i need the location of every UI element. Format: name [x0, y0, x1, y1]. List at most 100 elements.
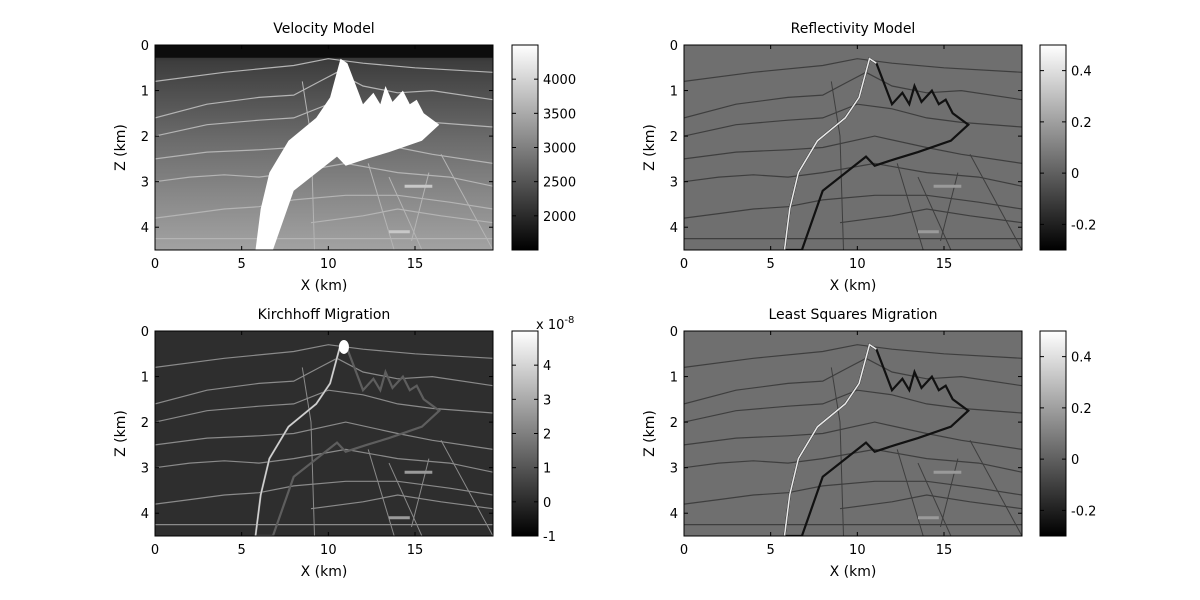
colorbar: -1 0 1 2 3 4 x 10-8 [511, 315, 574, 545]
fault-line [917, 462, 952, 536]
horizon-line [155, 421, 493, 450]
fault-line [388, 176, 423, 250]
axes-frame [154, 44, 494, 251]
horizon-line [684, 58, 1022, 82]
colorbar-tick-label: 0 [543, 496, 551, 511]
colorbar: -0.2 0 0.2 0.4 [1039, 330, 1096, 537]
fault-line [969, 440, 1022, 536]
horizon-line [310, 208, 493, 224]
fault-line [917, 176, 952, 250]
horizon-line [684, 71, 1022, 119]
colorbar-tick-label: 1 [543, 462, 551, 477]
colorbar-tick-label: 0.4 [1071, 65, 1092, 80]
fault-line [830, 367, 844, 536]
salt-top-edge [254, 343, 348, 536]
x-tick-label: 5 [767, 543, 775, 558]
colorbar-tick-label: 2000 [543, 210, 576, 225]
y-tick-label: 1 [141, 85, 149, 100]
x-axis-label: X (km) [301, 278, 348, 294]
horizon-line [155, 344, 493, 368]
colorbar-tick-label: 2 [543, 428, 551, 443]
y-axis-label: Z (km) [113, 410, 129, 457]
horizon-line [684, 344, 1022, 368]
horizon-line [155, 389, 493, 423]
subplot-1: Velocity Model 0 5 10 15 0 1 2 3 4 X (km) Z (km) 200… [113, 21, 576, 294]
fault-line [940, 172, 959, 242]
salt-top-edge [783, 57, 877, 250]
fault-line [440, 440, 493, 536]
subplot-title: Kirchhoff Migration [258, 307, 391, 323]
colorbar-tick-label: 2500 [543, 176, 576, 191]
colorbar-tick-label: 3500 [543, 107, 576, 122]
x-tick-label: 0 [680, 543, 688, 558]
fault-line [896, 449, 924, 536]
colorbar-tick-label: 0 [1071, 453, 1079, 468]
x-tick-label: 10 [849, 543, 866, 558]
horizon-line [155, 58, 493, 82]
y-tick-label: 3 [141, 176, 149, 191]
horizon-line [684, 135, 1022, 164]
image-background [155, 331, 493, 536]
image-area [684, 45, 1022, 250]
y-tick-label: 1 [670, 85, 678, 100]
x-tick-label: 15 [936, 257, 953, 272]
image-background [684, 45, 1022, 250]
subplot-4: Least Squares Migration 0 5 10 15 0 1 2 3 4 X (km)… [642, 307, 1096, 580]
colorbar-tick-label: 4 [543, 359, 551, 374]
salt-body [255, 58, 440, 250]
colorbar-exponent: x 10-8 [536, 315, 574, 333]
fault-line [367, 449, 395, 536]
image-background [684, 331, 1022, 536]
horizon-line [155, 448, 493, 473]
y-tick-label: 0 [141, 39, 149, 54]
x-tick-label: 15 [407, 257, 424, 272]
subplot-title: Velocity Model [273, 21, 374, 37]
x-tick-label: 10 [849, 257, 866, 272]
x-axis-label: X (km) [830, 564, 877, 580]
horizon-line [684, 421, 1022, 450]
y-tick-label: 2 [670, 130, 678, 145]
y-tick-label: 3 [670, 176, 678, 191]
colorbar-tick-label: 3000 [543, 142, 576, 157]
image-area [684, 331, 1022, 536]
x-tick-label: 0 [680, 257, 688, 272]
colorbar-tick-label: 0.2 [1071, 116, 1092, 131]
fault-line [440, 154, 493, 250]
x-axis-label: X (km) [830, 278, 877, 294]
fault-line [301, 367, 315, 536]
colorbar-tick-label: -0.2 [1071, 504, 1096, 519]
y-tick-label: 4 [670, 221, 678, 236]
subplot-2: Reflectivity Model 0 5 10 15 0 1 2 3 4 X (km) Z (km… [642, 21, 1096, 294]
colorbar-tick-label: 0 [1071, 167, 1079, 182]
horizon-line [684, 389, 1022, 423]
image-area [155, 331, 493, 536]
x-tick-label: 5 [238, 543, 246, 558]
y-axis-label: Z (km) [642, 410, 658, 457]
y-tick-label: 0 [141, 325, 149, 340]
y-tick-label: 0 [670, 39, 678, 54]
y-tick-label: 2 [141, 130, 149, 145]
colorbar-tick-label: -0.2 [1071, 218, 1096, 233]
fault-line [411, 172, 430, 242]
horizon-line [684, 194, 1022, 219]
x-tick-label: 15 [407, 543, 424, 558]
image-area [155, 45, 493, 250]
y-tick-label: 1 [141, 371, 149, 386]
fault-line [367, 163, 395, 250]
y-axis-label: Z (km) [642, 124, 658, 171]
colorbar-gradient [1039, 330, 1067, 537]
horizon-line [684, 103, 1022, 137]
y-tick-label: 1 [670, 371, 678, 386]
fault-line [830, 81, 844, 250]
colorbar: 2000 2500 3000 3500 4000 [511, 44, 576, 251]
fault-line [940, 458, 959, 528]
fault-line [388, 462, 423, 536]
salt-top-edge [783, 343, 877, 536]
horizon-line [310, 494, 493, 510]
water-layer [155, 45, 493, 58]
colorbar-tick-label: 0.2 [1071, 402, 1092, 417]
axes-frame [683, 44, 1023, 251]
y-tick-label: 3 [670, 462, 678, 477]
horizon-line [839, 494, 1022, 510]
